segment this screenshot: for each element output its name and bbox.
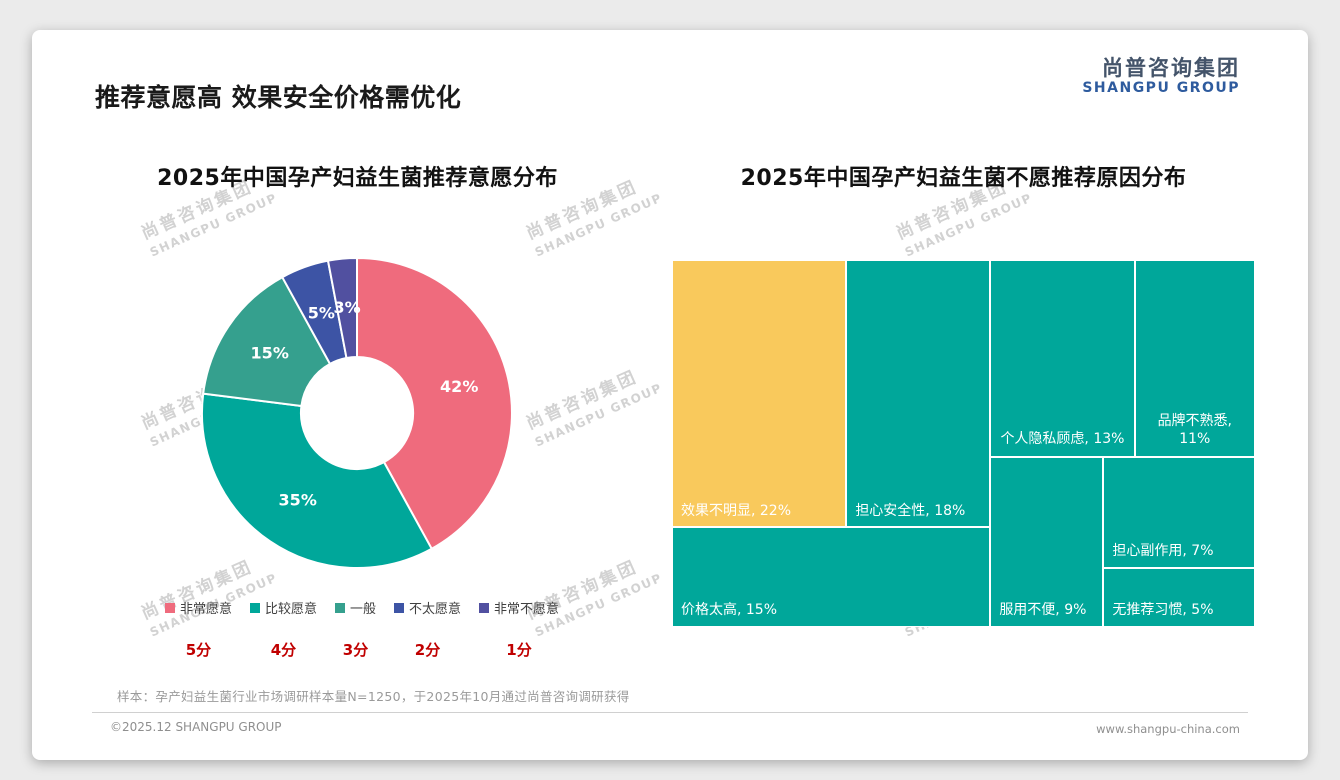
slide-card: 尚普咨询集团 SHANGPU GROUP 尚普咨询集团 SHANGPU GROUP 尚普… bbox=[32, 30, 1308, 760]
legend-swatch bbox=[394, 602, 404, 613]
legend-swatch bbox=[479, 602, 490, 613]
treemap-cell: 担心副作用, 7% bbox=[1103, 457, 1255, 568]
legend-item: 非常不愿意 1分 bbox=[479, 598, 559, 660]
treemap-cell-label: 个人隐私顾虑, 13% bbox=[1000, 430, 1125, 447]
legend-swatch bbox=[334, 602, 345, 613]
donut-chart: 42% 35% 15% 5%3% bbox=[200, 256, 513, 569]
donut-chart-title: 2025年中国孕产妇益生菌推荐意愿分布 bbox=[157, 166, 558, 191]
footnote: 样本：孕产妇益生菌行业市场调研样本量N=1250，于2025年10月通过尚普咨询… bbox=[117, 689, 630, 704]
treemap-cell: 价格太高, 15% bbox=[672, 527, 991, 627]
treemap-cell: 个人隐私顾虑, 13% bbox=[990, 260, 1135, 458]
legend-swatch bbox=[164, 602, 175, 613]
legend-item: 一般 3分 bbox=[334, 598, 376, 660]
legend-label: 一般 bbox=[349, 602, 376, 617]
treemap-cell: 无推荐习惯, 5% bbox=[1103, 567, 1255, 627]
legend-label: 非常愿意 bbox=[179, 602, 232, 617]
legend-label: 比较愿意 bbox=[264, 602, 317, 617]
legend-label: 不太愿意 bbox=[409, 602, 462, 617]
treemap-cell: 担心安全性, 18% bbox=[846, 260, 991, 528]
footer-copyright: ©2025.12 SHANGPU GROUP bbox=[110, 720, 282, 734]
treemap-cell-label: 无推荐习惯, 5% bbox=[1112, 602, 1214, 619]
treemap-cell: 效果不明显, 22% bbox=[672, 260, 847, 528]
treemap-cell-label: 担心安全性, 18% bbox=[855, 502, 966, 519]
donut-slice bbox=[202, 275, 332, 408]
treemap-cell-label: 效果不明显, 22% bbox=[681, 502, 792, 519]
treemap-cell-label: 品牌不熟悉, 11% bbox=[1157, 413, 1233, 447]
treemap-chart-title: 2025年中国孕产妇益生菌不愿推荐原因分布 bbox=[740, 166, 1187, 191]
score-label: 4分 bbox=[270, 641, 297, 659]
treemap-cell: 服用不便, 9% bbox=[990, 457, 1104, 627]
score-label: 5分 bbox=[185, 641, 212, 659]
donut-legend: 非常愿意 5分 比较愿意 4分 一般 3分 不太愿意 2分 非常不愿意 1分 bbox=[102, 598, 622, 660]
logo: 尚普咨询集团 SHANGPU GROUP bbox=[1082, 56, 1240, 96]
treemap-cell-label: 服用不便, 9% bbox=[999, 602, 1087, 619]
donut-value-label: 42% bbox=[440, 377, 478, 396]
donut-slice bbox=[326, 256, 358, 360]
donut-value-label: 35% bbox=[279, 490, 317, 509]
logo-cn: 尚普咨询集团 bbox=[1102, 56, 1240, 80]
donut-slice bbox=[356, 256, 513, 551]
treemap-cell-label: 价格太高, 15% bbox=[681, 602, 778, 619]
footer-divider bbox=[92, 712, 1248, 713]
legend-label: 非常不愿意 bbox=[494, 602, 560, 617]
donut-slice bbox=[200, 392, 434, 569]
footer-website: www.shangpu-china.com bbox=[1096, 722, 1240, 736]
score-label: 3分 bbox=[342, 641, 369, 659]
score-label: 2分 bbox=[414, 641, 441, 659]
donut-value-label: 3% bbox=[334, 298, 361, 317]
page-title: 推荐意愿高 效果安全价格需优化 bbox=[95, 83, 462, 112]
treemap-cell: 品牌不熟悉, 11% bbox=[1134, 260, 1255, 458]
legend-item: 非常愿意 5分 bbox=[164, 598, 232, 660]
treemap-chart: 效果不明显, 22% 担心安全性, 18% 个人隐私顾虑, 13% 品牌不熟悉, 11… bbox=[672, 260, 1255, 627]
score-label: 1分 bbox=[506, 641, 532, 659]
legend-item: 不太愿意 2分 bbox=[394, 598, 461, 660]
logo-en: SHANGPU GROUP bbox=[1082, 80, 1240, 97]
legend-item: 比较愿意 4分 bbox=[249, 598, 317, 660]
donut-value-label: 5% bbox=[308, 304, 335, 323]
donut-value-label: 15% bbox=[251, 344, 289, 363]
treemap-cell-label: 担心副作用, 7% bbox=[1112, 543, 1214, 560]
legend-swatch bbox=[249, 602, 260, 613]
